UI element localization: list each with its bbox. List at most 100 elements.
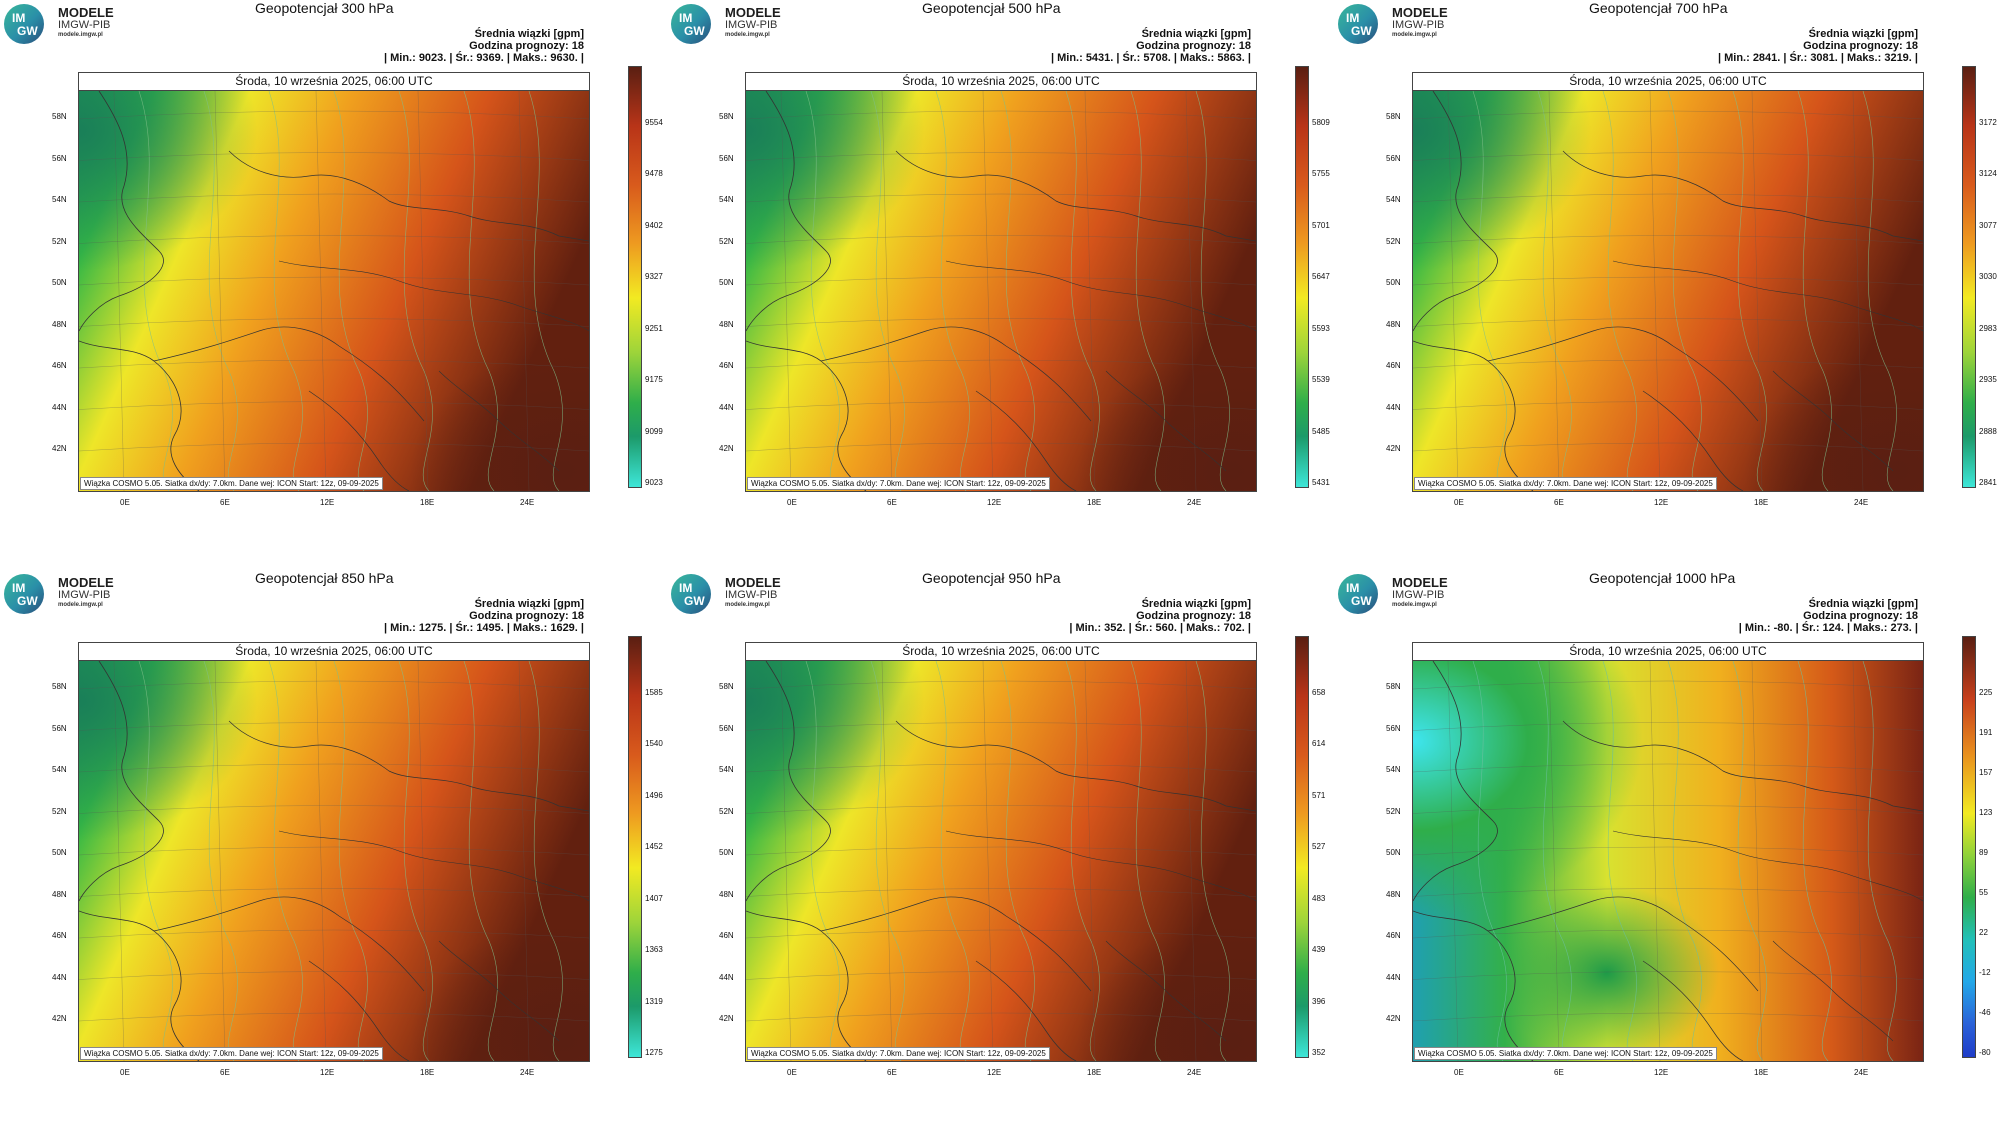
- colorbar-tick: 3030: [1979, 272, 1997, 282]
- date-bar: Środa, 10 września 2025, 06:00 UTC: [746, 73, 1256, 91]
- panel-meta: Średnia wiązki [gpm] Godzina prognozy: 1…: [384, 598, 584, 634]
- colorbar-tick: 614: [1312, 739, 1326, 749]
- lat-label: 56N: [1386, 153, 1401, 163]
- colorbar: [1962, 66, 1976, 488]
- colorbar-tick: 5809: [1312, 118, 1330, 127]
- logo-badge-bottom: GW: [684, 594, 705, 608]
- lon-label: 0E: [787, 498, 797, 507]
- colorbar: [1962, 636, 1976, 1058]
- lat-label: 44N: [52, 402, 67, 412]
- lat-label: 54N: [719, 195, 734, 204]
- logo-url: modele.imgw.pl: [58, 32, 103, 38]
- lat-label: 54N: [1386, 765, 1401, 774]
- colorbar-tick: 5539: [1312, 375, 1330, 385]
- map-area: Wiązka COSMO 5.05. Siatka dx/dy: 7.0km. …: [1413, 91, 1923, 491]
- date-bar: Środa, 10 września 2025, 06:00 UTC: [79, 73, 589, 91]
- lon-label: 18E: [1754, 498, 1769, 507]
- lat-label: 50N: [52, 278, 67, 287]
- panel-meta: Średnia wiązki [gpm] Godzina prognozy: 1…: [384, 28, 584, 64]
- panel-meta: Średnia wiązki [gpm] Godzina prognozy: 1…: [1069, 598, 1251, 634]
- geopotential-field: [746, 661, 1256, 1061]
- imgw-logo: IM GW MODELE IMGW-PIB modele.imgw.pl: [4, 4, 154, 46]
- map-area: Wiązka COSMO 5.05. Siatka dx/dy: 7.0km. …: [79, 91, 589, 491]
- colorbar-tick: 396: [1312, 996, 1326, 1006]
- map-frame: Środa, 10 września 2025, 06:00 UTC Wiązk: [745, 72, 1257, 492]
- map-panel: IM GW MODELE IMGW-PIB modele.imgw.pl Geo…: [0, 0, 663, 560]
- colorbar-tick: 2888: [1979, 426, 1997, 436]
- geopotential-field: [79, 661, 589, 1061]
- geopotential-field: [1413, 91, 1923, 491]
- lat-label: 44N: [1386, 972, 1401, 982]
- logo-badge-top: IM: [12, 581, 26, 595]
- lat-label: 56N: [719, 723, 734, 733]
- lon-label: 24E: [1854, 498, 1869, 507]
- lon-label: 18E: [420, 1068, 435, 1077]
- map-area: Wiązka COSMO 5.05. Siatka dx/dy: 7.0km. …: [79, 661, 589, 1061]
- colorbar-tick: 3124: [1979, 169, 1997, 179]
- logo-badge-top: IM: [12, 11, 26, 25]
- lon-label: 24E: [1187, 1068, 1202, 1077]
- imgw-logo: IM GW MODELE IMGW-PIB modele.imgw.pl: [1338, 574, 1488, 616]
- colorbar-tick: 527: [1312, 842, 1326, 852]
- imgw-logo: IM GW MODELE IMGW-PIB modele.imgw.pl: [4, 574, 154, 616]
- lon-label: 6E: [220, 1068, 230, 1077]
- lon-label: 18E: [1087, 498, 1102, 507]
- lat-label: 50N: [719, 278, 734, 287]
- lon-label: 18E: [420, 498, 435, 507]
- colorbar: [1295, 66, 1309, 488]
- lat-label: 46N: [719, 361, 734, 370]
- colorbar-tick: 1540: [645, 739, 663, 749]
- lat-label: 56N: [52, 153, 67, 163]
- lon-label: 12E: [1654, 1068, 1669, 1077]
- logo-badge-icon: IM GW: [1338, 574, 1378, 614]
- lon-label: 24E: [520, 1068, 535, 1077]
- meta-stats: | Min.: -80. | Śr.: 124. | Maks.: 273. |: [1738, 622, 1918, 634]
- meta-stats: | Min.: 352. | Śr.: 560. | Maks.: 702. |: [1069, 622, 1251, 634]
- colorbar-tick: -46: [1979, 1008, 1991, 1017]
- meta-title: Średnia wiązki [gpm]: [1808, 28, 1918, 40]
- date-bar: Środa, 10 września 2025, 06:00 UTC: [746, 643, 1256, 661]
- lon-label: 24E: [1187, 498, 1202, 507]
- geopotential-field: [1413, 661, 1923, 1061]
- panel-title: Geopotencjał 1000 hPa: [1589, 570, 1736, 586]
- panel-title: Geopotencjał 950 hPa: [922, 570, 1061, 586]
- lon-label: 6E: [887, 1068, 897, 1077]
- lon-label: 0E: [1454, 498, 1464, 507]
- geopotential-field: [79, 91, 589, 491]
- panel-title: Geopotencjał 500 hPa: [922, 0, 1061, 16]
- lat-label: 54N: [719, 765, 734, 774]
- date-bar: Środa, 10 września 2025, 06:00 UTC: [79, 643, 589, 661]
- colorbar-tick: 5755: [1312, 169, 1330, 179]
- logo-title: MODELE: [58, 575, 114, 590]
- lat-label: 50N: [719, 848, 734, 857]
- colorbar-tick: 3077: [1979, 220, 1997, 230]
- colorbar-tick: 9402: [645, 220, 663, 230]
- lat-label: 42N: [52, 444, 67, 453]
- lat-label: 52N: [52, 806, 67, 816]
- lon-label: 0E: [787, 1068, 797, 1077]
- logo-subtitle: IMGW-PIB: [1392, 19, 1445, 31]
- map-panel: IM GW MODELE IMGW-PIB modele.imgw.pl Geo…: [667, 570, 1327, 1130]
- lon-label: 6E: [887, 498, 897, 507]
- colorbar-tick: 3172: [1979, 118, 1997, 127]
- logo-badge-icon: IM GW: [671, 574, 711, 614]
- logo-subtitle: IMGW-PIB: [58, 589, 111, 601]
- meta-title: Średnia wiązki [gpm]: [1141, 28, 1251, 40]
- logo-url: modele.imgw.pl: [1392, 602, 1437, 608]
- lat-label: 58N: [1386, 112, 1401, 121]
- meta-hour: Godzina prognozy: 18: [1136, 40, 1251, 52]
- panel-meta: Średnia wiązki [gpm] Godzina prognozy: 1…: [1739, 598, 1918, 634]
- colorbar-tick: 9478: [645, 169, 663, 179]
- colorbar-tick: 1496: [645, 790, 663, 800]
- lat-label: 48N: [52, 319, 67, 329]
- logo-url: modele.imgw.pl: [725, 602, 770, 608]
- meta-title: Średnia wiązki [gpm]: [1141, 598, 1251, 610]
- logo-title: MODELE: [725, 575, 781, 590]
- lat-label: 58N: [1386, 682, 1401, 691]
- geopotential-field: [746, 91, 1256, 491]
- logo-badge-bottom: GW: [684, 24, 705, 38]
- logo-badge-top: IM: [679, 581, 693, 595]
- panel-title: Geopotencjał 850 hPa: [255, 570, 394, 586]
- colorbar-tick: 1407: [645, 893, 663, 903]
- colorbar-tick: 5593: [1312, 323, 1330, 333]
